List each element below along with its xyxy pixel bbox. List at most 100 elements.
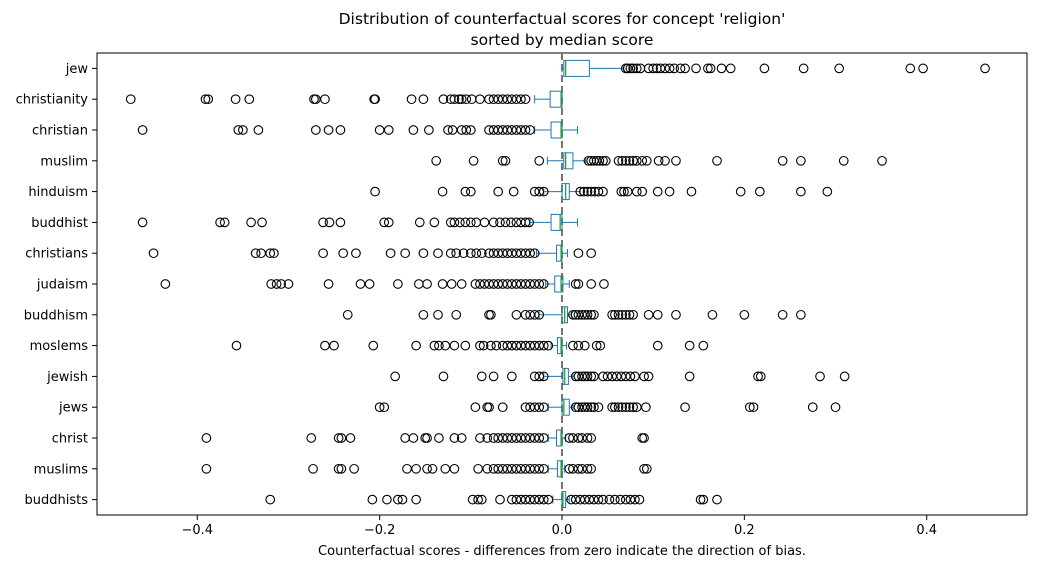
outlier-point (310, 125, 321, 135)
outlier-point (628, 63, 638, 74)
outlier-point (445, 248, 456, 259)
outlier-point (427, 463, 438, 474)
outlier-point (598, 494, 608, 505)
box-christianity (549, 90, 563, 108)
outlier-point (839, 371, 850, 382)
outlier-point (660, 155, 670, 166)
outlier-point (538, 186, 549, 197)
outlier-point (400, 433, 411, 443)
outlier-point (306, 433, 317, 443)
outlier-point (276, 279, 287, 289)
outlier-point (446, 279, 457, 289)
x-tick-label: −0.2 (364, 523, 396, 538)
outlier-point (484, 402, 494, 413)
outlier-point (586, 186, 597, 197)
outlier-point (634, 494, 645, 505)
outlier-point (465, 125, 476, 135)
x-tick-label: −0.4 (182, 523, 214, 538)
outlier-point (624, 402, 635, 413)
outlier-point (449, 340, 460, 351)
outlier-point (355, 279, 366, 289)
outlier-point (418, 94, 429, 105)
outlier-point (475, 433, 485, 443)
outlier-point (586, 248, 597, 259)
outlier-point (476, 248, 487, 259)
outlier-point (582, 433, 593, 443)
x-tick-label: 0.0 (552, 523, 573, 538)
outlier-point (465, 186, 476, 197)
outlier-point (351, 248, 361, 259)
outlier-point (652, 186, 663, 197)
outlier-point (488, 371, 499, 382)
outlier-point (534, 402, 545, 413)
outlier-point (607, 402, 617, 413)
outlier-point (440, 340, 451, 351)
box-moslems (556, 337, 563, 355)
outlier-point (451, 248, 462, 259)
outlier-point (739, 309, 750, 320)
outlier-point (238, 125, 248, 135)
outlier-point (796, 309, 806, 320)
box-judaism (554, 275, 564, 293)
outlier-point (620, 402, 631, 413)
y-tick-label: jewish (46, 370, 88, 385)
outlier-point (476, 371, 487, 382)
outlier-point (323, 125, 334, 135)
outlier-point (777, 155, 788, 166)
outlier-point (582, 309, 593, 320)
y-tick-label: buddhists (25, 493, 89, 508)
outlier-point (834, 63, 845, 74)
y-tick-label: buddhist (31, 216, 88, 231)
outlier-point (408, 125, 419, 135)
box-christ (556, 429, 563, 447)
y-tick-label: muslim (40, 154, 88, 169)
outlier-point (374, 402, 385, 413)
outlier-point (534, 186, 545, 197)
outlier-point (367, 494, 378, 505)
outlier-point (364, 279, 375, 289)
outlier-point (479, 217, 490, 228)
outlier-point (473, 463, 483, 474)
box-buddhists (561, 491, 567, 509)
outlier-point (534, 463, 545, 474)
outlier-point (593, 494, 604, 505)
outlier-point (652, 340, 663, 351)
outlier-point (652, 309, 663, 320)
outlier-point (698, 494, 709, 505)
outlier-point (215, 217, 225, 228)
outlier-point (534, 155, 545, 166)
outlier-point (698, 340, 709, 351)
outlier-point (613, 402, 624, 413)
y-tick-label: moslems (30, 339, 89, 354)
outlier-point (495, 494, 505, 505)
outlier-point (641, 155, 652, 166)
outlier-point (390, 371, 400, 382)
outlier-point (323, 279, 334, 289)
outlier-point (475, 94, 485, 105)
outlier-point (454, 94, 464, 105)
outlier-point (283, 279, 294, 289)
outlier-point (591, 340, 602, 351)
outlier-point (744, 402, 755, 413)
outlier-point (617, 309, 628, 320)
box-muslim (563, 152, 574, 170)
outlier-point (500, 155, 511, 166)
outlier-point (610, 494, 620, 505)
y-tick-label: christ (52, 432, 88, 447)
outlier-point (607, 309, 617, 320)
plot-area: −0.4 −0.2 0.0 0.2 0.4 jew christianity christia… (16, 52, 1028, 538)
outlier-point (586, 279, 597, 289)
outlier-point (137, 125, 148, 135)
outlier-point (610, 309, 620, 320)
outlier-point (486, 309, 496, 320)
outlier-point (680, 402, 690, 413)
y-tick-label: buddhism (24, 308, 88, 323)
outlier-point (671, 309, 681, 320)
outlier-point (822, 186, 833, 197)
outlier-point (641, 402, 651, 413)
outlier-point (599, 279, 609, 289)
y-tick-label: christians (25, 247, 88, 262)
outlier-point (382, 494, 392, 505)
outlier-point (620, 155, 631, 166)
outlier-point (631, 63, 642, 74)
